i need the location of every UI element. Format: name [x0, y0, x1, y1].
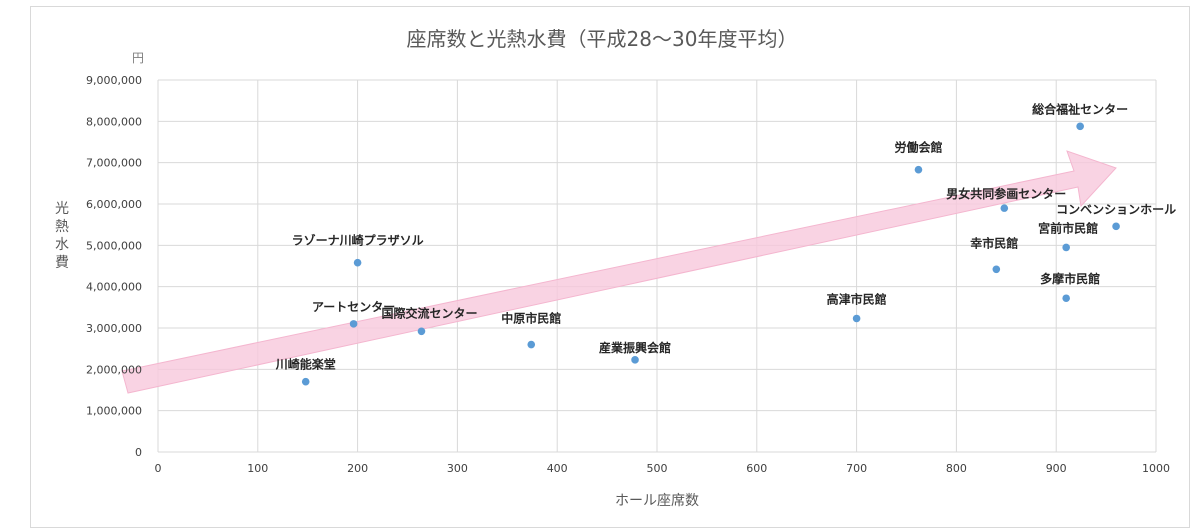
x-axis-ticks: 0 100 200 300 400 500 600 700 800 900 1000 — [155, 462, 1171, 475]
y-tick-label: 6,000,000 — [86, 198, 142, 211]
x-tick-label: 700 — [846, 462, 867, 475]
y-tick-label: 5,000,000 — [86, 239, 142, 252]
data-point-label: 多摩市民館 — [1040, 271, 1100, 286]
x-tick-label: 100 — [247, 462, 268, 475]
data-point-label: 男女共同参画センター — [946, 186, 1066, 201]
trend-arrow-shape — [121, 150, 1117, 394]
data-point — [852, 314, 861, 323]
x-tick-label: 400 — [547, 462, 568, 475]
data-point-label: 宮前市民館 — [1038, 220, 1098, 235]
x-tick-label: 500 — [647, 462, 668, 475]
data-point — [1000, 204, 1009, 212]
y-tick-label: 2,000,000 — [86, 363, 142, 376]
x-tick-label: 900 — [1046, 462, 1067, 475]
x-axis-label: ホール座席数 — [615, 493, 699, 509]
y-tick-label: 7,000,000 — [86, 157, 142, 170]
y-tick-label: 3,000,000 — [86, 322, 142, 335]
y-tick-label: 0 — [135, 446, 142, 459]
data-point-label: 中原市民館 — [501, 311, 561, 326]
y-tick-label: 9,000,000 — [86, 74, 142, 87]
data-point-label: 総合福祉センター — [1032, 101, 1128, 116]
grid-lines — [157, 79, 1157, 453]
data-point — [417, 327, 426, 336]
data-point — [1112, 222, 1120, 231]
data-point — [914, 165, 923, 174]
data-point-label: 産業振興会館 — [599, 340, 671, 355]
x-tick-label: 600 — [746, 462, 767, 475]
x-tick-label: 300 — [447, 462, 468, 475]
data-point — [1062, 243, 1070, 252]
x-tick-label: 0 — [155, 462, 162, 475]
y-axis-label-char: 光 — [55, 201, 69, 217]
data-point — [992, 265, 1001, 274]
data-point — [631, 356, 639, 364]
y-axis-label: 光熱水費 — [55, 201, 69, 271]
data-point — [1062, 294, 1070, 303]
y-tick-label: 8,000,000 — [86, 115, 142, 128]
data-point — [301, 377, 310, 386]
data-point-label: ラゾーナ川崎プラザソル — [292, 233, 424, 248]
x-tick-label: 200 — [347, 462, 368, 475]
chart-title: 座席数と光熱水費（平成28〜30年度平均） — [407, 27, 798, 51]
y-axis-label-char: 水 — [55, 237, 69, 253]
y-axis-label-char: 熱 — [55, 219, 69, 235]
data-point — [1076, 122, 1084, 131]
data-point — [527, 340, 536, 349]
data-point — [353, 258, 362, 267]
data-point-label: 川崎能楽堂 — [275, 357, 336, 372]
x-tick-label: 800 — [946, 462, 967, 475]
data-point-label: 国際交流センター — [381, 305, 477, 320]
data-point-label: コンベンションホール — [1056, 202, 1176, 216]
data-point — [349, 320, 358, 328]
y-tick-label: 1,000,000 — [86, 405, 142, 418]
data-point-label: 労働会館 — [894, 140, 942, 155]
y-axis-ticks: 0 1,000,000 2,000,000 3,000,000 4,000,000 5,0… — [86, 74, 142, 459]
y-tick-label: 4,000,000 — [86, 281, 142, 294]
y-axis-label-char: 費 — [55, 255, 69, 271]
data-point-label: アートセンター — [312, 300, 395, 314]
data-points — [301, 122, 1120, 386]
data-point-label: 高津市民館 — [827, 291, 887, 306]
data-point-label: 幸市民館 — [970, 235, 1018, 250]
y-axis-unit: 円 — [132, 51, 144, 65]
x-tick-label: 1000 — [1142, 462, 1170, 475]
trend-arrow — [121, 150, 1117, 394]
